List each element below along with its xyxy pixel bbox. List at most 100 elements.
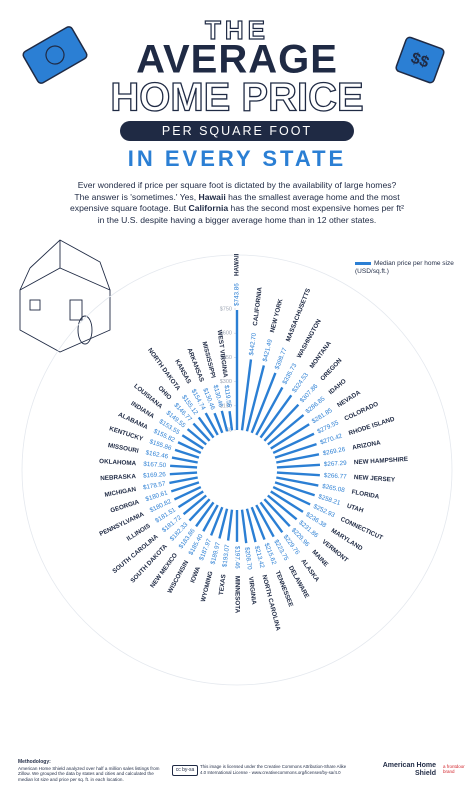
brand: American Home Shield (382, 762, 436, 777)
bar (170, 464, 198, 469)
value-label: $270.42 (319, 433, 343, 447)
license: This image is licensed under the Creativ… (200, 764, 347, 775)
category-label: NEBRASKA (100, 473, 137, 482)
bar (218, 508, 229, 539)
value-label: $197.46 (233, 546, 240, 569)
category-label: IOWA (189, 565, 202, 584)
bar (169, 476, 198, 485)
methodology-text: American Home Shield analyzed over half … (18, 765, 160, 782)
bar (272, 485, 311, 506)
value-label: $119.56 (223, 385, 233, 408)
value-label: $169.26 (143, 471, 167, 479)
bar (226, 509, 234, 541)
title-line2: AVERAGE (136, 38, 338, 82)
category-label: MINNESOTA (233, 576, 240, 614)
category-label: NORTH DAKOTA (146, 347, 182, 392)
bar (240, 359, 253, 431)
category-label: MAINE (310, 549, 329, 569)
category-label: CALIFORNIA (252, 286, 264, 326)
methodology: Methodology: American Home Shield analyze… (18, 759, 168, 782)
value-label: $193.07 (221, 544, 231, 568)
bar (263, 403, 300, 442)
value-label: $167.50 (143, 461, 167, 469)
value-label: $269.26 (322, 446, 346, 457)
value-label: $743.86 (234, 283, 241, 306)
category-label: MISSOURI (107, 442, 139, 455)
price-tag-right: $$ (395, 36, 445, 84)
category-label: NEVADA (336, 389, 362, 409)
bar (255, 386, 284, 436)
intro-highlight: California (188, 203, 229, 213)
category-label: ARIZONA (352, 439, 382, 451)
category-label: NEW JERSEY (354, 474, 396, 484)
bar (169, 471, 198, 476)
value-label: $398.77 (274, 346, 289, 370)
title-line3: HOME PRICE (110, 76, 363, 120)
category-label: FLORIDA (351, 489, 380, 501)
value-label: $162.46 (145, 449, 169, 460)
bar (170, 481, 200, 493)
intro: Ever wondered if price per square foot i… (70, 180, 404, 226)
y-tick-label: $0 (226, 427, 232, 433)
bar (267, 414, 305, 446)
bar (245, 508, 257, 543)
category-label: RHODE ISLAND (348, 416, 396, 438)
svg-text:$$: $$ (408, 50, 431, 72)
bar (177, 441, 202, 455)
category-label: OKLAHOMA (99, 458, 137, 467)
bar (209, 506, 224, 536)
intro-highlight: Hawaii (198, 191, 226, 202)
bar (259, 394, 293, 439)
intro-text: has the smallest average home and the mo… (70, 191, 400, 214)
legend: Median price per home size (USD/sq.ft.) (355, 260, 455, 276)
bar (274, 481, 316, 497)
category-label: HAWAII (234, 253, 241, 276)
bar (250, 372, 277, 434)
methodology-title: Methodology: (18, 759, 51, 765)
price-tag-left (22, 26, 88, 84)
value-label: $266.77 (324, 472, 348, 480)
bar (173, 485, 202, 501)
house-illustration (19, 239, 111, 353)
value-label: $267.29 (324, 460, 348, 468)
category-label: WYOMING (200, 570, 215, 602)
category-label: TEXAS (218, 574, 228, 596)
bar (276, 453, 320, 464)
bar (181, 434, 204, 450)
bar (197, 416, 215, 439)
value-label: $442.70 (248, 332, 258, 356)
value-label: $178.57 (142, 480, 166, 491)
intro-text: has the second most expensive homes per … (97, 203, 404, 225)
y-tick-label: $150 (220, 403, 232, 409)
value-label: $265.08 (322, 483, 346, 494)
category-label: OREGON (319, 357, 344, 383)
outer-ring (21, 254, 453, 686)
license-badge: cc by-sa (172, 765, 198, 776)
bar (192, 422, 211, 442)
bar (245, 365, 266, 432)
bar (270, 490, 304, 513)
brand-note: a frontdoor brand (443, 764, 465, 774)
value-label: $189.97 (210, 541, 223, 565)
bar (272, 432, 315, 455)
bar (274, 443, 317, 459)
category-label: MICHIGAN (104, 486, 137, 499)
subtitle: IN EVERY STATE (128, 146, 346, 171)
bar (202, 504, 219, 532)
bar (171, 456, 198, 464)
y-tick-label: $750 (220, 306, 232, 312)
bar (267, 494, 298, 521)
legend-text: Median price per home size (USD/sq.ft.) (355, 260, 454, 275)
y-tick-label: $450 (220, 355, 232, 361)
bar (174, 448, 200, 459)
bar (188, 498, 211, 522)
bar (177, 490, 204, 509)
bar (182, 494, 207, 516)
category-label: GEORGIA (110, 499, 141, 515)
category-label: NEW YORK (269, 298, 284, 334)
bar (186, 428, 207, 446)
intro-text: Ever wondered if price per square foot i… (74, 180, 397, 202)
bar (270, 423, 310, 450)
